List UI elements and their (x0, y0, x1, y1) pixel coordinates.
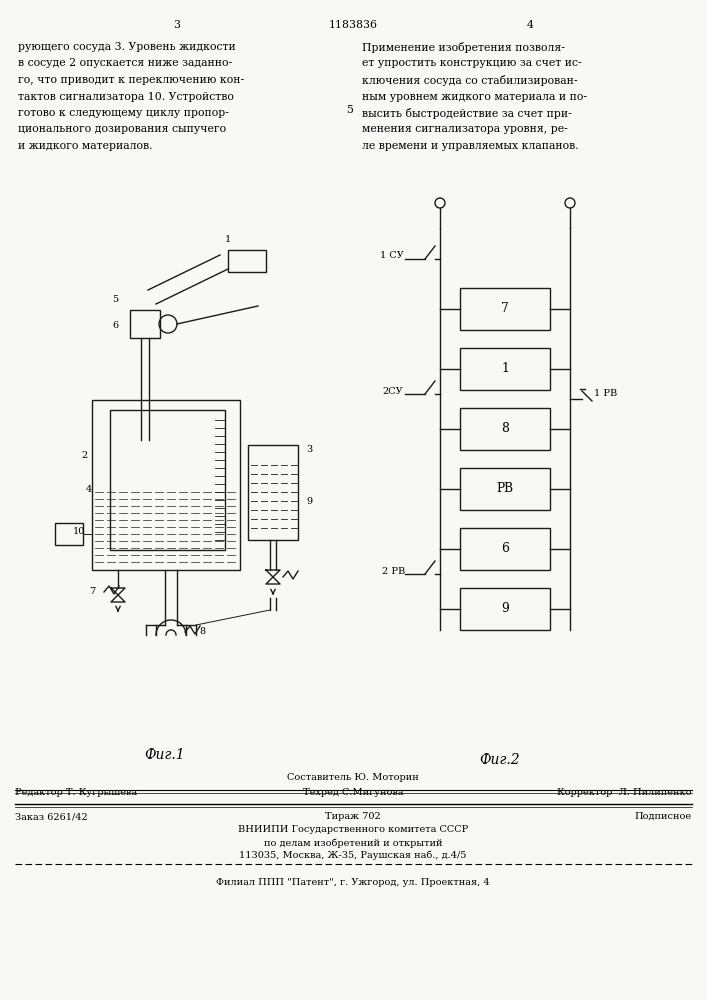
Text: по делам изобретений и открытий: по делам изобретений и открытий (264, 838, 443, 848)
Text: ционального дозирования сыпучего: ционального дозирования сыпучего (18, 124, 226, 134)
Text: го, что приводит к переключению кон-: го, что приводит к переключению кон- (18, 75, 244, 85)
Text: ле времени и управляемых клапанов.: ле времени и управляемых клапанов. (362, 141, 578, 151)
Bar (110, 410, 225, 550)
Text: Составитель Ю. Моторин: Составитель Ю. Моторин (287, 774, 419, 782)
Text: Фиг.1: Фиг.1 (145, 748, 185, 762)
Text: 9: 9 (306, 497, 312, 506)
Text: Применение изобретения позволя-: Применение изобретения позволя- (362, 42, 565, 53)
Text: Филиал ППП "Патент", г. Ужгород, ул. Проектная, 4: Филиал ППП "Патент", г. Ужгород, ул. Про… (216, 878, 490, 887)
Text: 5: 5 (346, 105, 354, 115)
Text: 1183836: 1183836 (329, 20, 378, 30)
Text: 2: 2 (82, 450, 88, 460)
Text: 8: 8 (199, 628, 205, 637)
Text: менения сигнализатора уровня, ре-: менения сигнализатора уровня, ре- (362, 124, 568, 134)
Text: 1: 1 (225, 235, 231, 244)
Text: 8: 8 (501, 422, 509, 436)
Text: 6: 6 (112, 320, 118, 330)
Text: 2СУ: 2СУ (382, 386, 402, 395)
Text: 7: 7 (89, 587, 95, 596)
Text: 113035, Москва, Ж-35, Раушская наб., д.4/5: 113035, Москва, Ж-35, Раушская наб., д.4… (239, 851, 467, 860)
Text: РВ: РВ (496, 483, 513, 495)
Text: 7: 7 (501, 302, 509, 316)
Text: 4: 4 (527, 20, 534, 30)
Text: тактов сигнализатора 10. Устройство: тактов сигнализатора 10. Устройство (18, 92, 234, 102)
Bar (248, 445, 298, 540)
Text: 9: 9 (501, 602, 509, 615)
Text: в сосуде 2 опускается ниже заданно-: в сосуде 2 опускается ниже заданно- (18, 58, 232, 68)
Text: Техред С.Мигунова: Техред С.Мигунова (303, 788, 403, 797)
Text: 1 СУ: 1 СУ (380, 251, 404, 260)
Text: ключения сосуда со стабилизирован-: ключения сосуда со стабилизирован- (362, 75, 578, 86)
Text: 10: 10 (73, 528, 85, 536)
Text: Фиг.2: Фиг.2 (479, 753, 520, 767)
Bar (460, 528, 550, 570)
Text: Тираж 702: Тираж 702 (325, 812, 381, 821)
Bar (460, 468, 550, 510)
Bar (460, 408, 550, 450)
Text: Корректор  Л. Пилипенко: Корректор Л. Пилипенко (558, 788, 692, 797)
Text: 3: 3 (306, 446, 312, 454)
Text: Редактор Т. Кугрышева: Редактор Т. Кугрышева (15, 788, 137, 797)
Bar (460, 288, 550, 330)
Text: 1: 1 (501, 362, 509, 375)
Text: 6: 6 (501, 542, 509, 556)
Text: ет упростить конструкцию за счет ис-: ет упростить конструкцию за счет ис- (362, 58, 582, 68)
Text: рующего сосуда 3. Уровень жидкости: рующего сосуда 3. Уровень жидкости (18, 42, 235, 52)
Bar (460, 348, 550, 390)
Text: 4: 4 (86, 486, 92, 494)
Text: и жидкого материалов.: и жидкого материалов. (18, 141, 153, 151)
Bar (130, 310, 160, 338)
Text: 3: 3 (173, 20, 180, 30)
Text: ным уровнем жидкого материала и по-: ным уровнем жидкого материала и по- (362, 92, 587, 102)
Text: Подписное: Подписное (635, 812, 692, 821)
Text: 2 РВ: 2 РВ (382, 566, 405, 576)
Bar (460, 588, 550, 630)
Text: Заказ 6261/42: Заказ 6261/42 (15, 812, 88, 821)
Text: 1 РВ: 1 РВ (594, 389, 617, 398)
Text: готово к следующему циклу пропор-: готово к следующему циклу пропор- (18, 108, 229, 118)
Text: ВНИИПИ Государственного комитета СССР: ВНИИПИ Государственного комитета СССР (238, 825, 468, 834)
Bar (92, 400, 240, 570)
Bar (55, 523, 83, 545)
Text: высить быстродействие за счет при-: высить быстродействие за счет при- (362, 108, 572, 119)
Bar (228, 250, 266, 272)
Text: 5: 5 (112, 296, 118, 304)
